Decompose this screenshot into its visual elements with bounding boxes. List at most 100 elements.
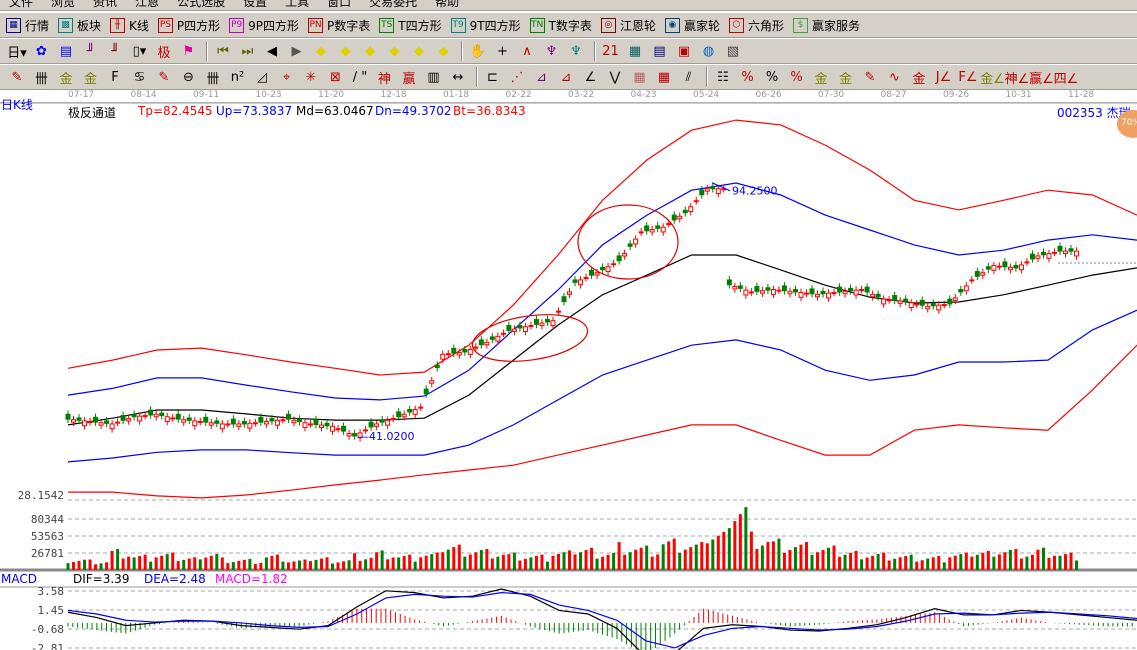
- toolbar-button[interactable]: P9 9P四方形: [229, 17, 299, 34]
- percent-line-icon[interactable]: %: [741, 69, 754, 85]
- toolbar-button[interactable]: ▩ 板块: [58, 17, 101, 34]
- prev-icon[interactable]: ◀: [267, 43, 277, 59]
- gold-circle-icon[interactable]: 金: [814, 71, 828, 87]
- extreme-icon[interactable]: 极: [157, 45, 171, 61]
- table-icon[interactable]: ☷: [717, 69, 729, 85]
- shen-angle-icon[interactable]: 神∠: [1004, 71, 1030, 87]
- menu-item[interactable]: 江恩: [135, 0, 160, 9]
- measure-icon[interactable]: ↔: [452, 69, 464, 85]
- toolbar-button[interactable]: T9 9T四方形: [450, 17, 521, 34]
- gold-split2-icon[interactable]: 金: [83, 71, 97, 87]
- calendar-icon[interactable]: 21: [602, 43, 619, 59]
- shen-icon[interactable]: 神: [377, 71, 391, 87]
- pen-line-icon[interactable]: ✎: [864, 69, 876, 85]
- spiral-icon[interactable]: ♋: [133, 69, 146, 85]
- ruler-icon[interactable]: ▥: [427, 69, 440, 85]
- candle-body: [352, 433, 358, 437]
- wave-icon[interactable]: ∿: [889, 69, 900, 85]
- gann-box2-icon[interactable]: ⊿: [560, 69, 572, 85]
- menu-item[interactable]: 浏览: [51, 0, 76, 9]
- four-angle-icon[interactable]: 四∠: [1053, 71, 1079, 87]
- toolbar-button[interactable]: ▦ 行情: [6, 17, 49, 34]
- menu-item[interactable]: 设置: [243, 0, 268, 9]
- hand-icon[interactable]: ✋: [469, 43, 487, 59]
- grid-icon[interactable]: ▦: [633, 69, 646, 85]
- triangle-icon[interactable]: ◿: [257, 69, 267, 85]
- menu-item[interactable]: 公式选股: [177, 0, 226, 9]
- pattern-icon[interactable]: ♆: [545, 43, 558, 59]
- parallel-lines-icon[interactable]: 卌: [34, 71, 48, 87]
- menu-item[interactable]: 窗口: [327, 0, 352, 9]
- toolbar-button[interactable]: ╫ K线: [110, 17, 149, 34]
- toolbar-button[interactable]: ◎ 江恩轮: [600, 17, 656, 34]
- gold-angle-icon[interactable]: 金∠: [980, 71, 1005, 87]
- web-icon[interactable]: ✳: [305, 69, 317, 85]
- ying-icon[interactable]: 赢: [402, 71, 416, 87]
- zoom-badge[interactable]: 70%: [1117, 110, 1137, 138]
- menu-item[interactable]: 资讯: [93, 0, 118, 9]
- zigzag-icon[interactable]: ⋁: [609, 69, 621, 85]
- menu-item[interactable]: 帮助: [435, 0, 460, 9]
- f-angle-icon[interactable]: F∠: [958, 69, 978, 85]
- expand-h-icon[interactable]: ◆: [365, 43, 375, 59]
- network-icon[interactable]: ◍: [702, 43, 715, 59]
- ying-angle-icon[interactable]: 赢∠: [1029, 71, 1054, 87]
- toolbar-button[interactable]: $ 赢家服务: [792, 17, 860, 34]
- n2-icon[interactable]: n²: [230, 69, 245, 85]
- menu-item[interactable]: 文件: [9, 0, 34, 9]
- candle-type-icon[interactable]: ▯▾: [132, 43, 147, 59]
- toolbar-button[interactable]: ⬡ 六角形: [728, 17, 784, 34]
- trade-icon[interactable]: ▧: [726, 43, 740, 59]
- j-angle-icon[interactable]: J∠: [935, 69, 952, 85]
- circle-cycle-icon[interactable]: ⊖: [183, 69, 194, 85]
- angle-lines-icon[interactable]: / ": [352, 69, 368, 85]
- left-diamond-icon[interactable]: ◆: [316, 43, 326, 59]
- expand-all-icon[interactable]: ◆: [414, 43, 424, 59]
- volume-bar: [705, 543, 709, 570]
- toolbar-button[interactable]: PS P四方形: [157, 17, 220, 34]
- percent-split-icon[interactable]: %: [790, 69, 803, 85]
- toolbar-button[interactable]: TS T四方形: [379, 17, 442, 34]
- first-icon[interactable]: ⏮: [217, 43, 229, 59]
- cycle-lines-icon[interactable]: 卌: [206, 71, 220, 87]
- pen-icon[interactable]: ✎: [11, 69, 23, 85]
- box-tool-icon[interactable]: ⊏: [487, 69, 498, 85]
- save-icon[interactable]: ▣: [677, 43, 691, 59]
- toolbar-button[interactable]: TN T数字表: [529, 17, 592, 34]
- notes-icon[interactable]: ▤: [59, 43, 73, 59]
- expand-v-icon[interactable]: ◆: [438, 43, 449, 59]
- report-icon[interactable]: ▤: [653, 43, 666, 59]
- next-icon[interactable]: ▶: [291, 43, 302, 59]
- chart-style-icon[interactable]: ✿: [36, 43, 47, 59]
- right-diamond-icon[interactable]: ◆: [340, 43, 351, 59]
- gann-box-icon[interactable]: ⊿: [536, 69, 547, 85]
- gold-split-icon[interactable]: 金: [59, 71, 73, 87]
- fib-icon[interactable]: F: [111, 69, 119, 85]
- fan-icon[interactable]: ⋰: [510, 69, 524, 85]
- indicator3-icon[interactable]: ╜: [86, 43, 95, 59]
- toolbar-button[interactable]: PN P数字表: [308, 17, 370, 34]
- menu-item[interactable]: 工具: [285, 0, 310, 9]
- box-web-icon[interactable]: ⊠: [330, 69, 341, 85]
- last-icon[interactable]: ⏭: [241, 43, 254, 59]
- grid2-icon[interactable]: ▦: [657, 69, 671, 85]
- gold-bar-icon[interactable]: 金: [912, 71, 926, 87]
- calculator-icon[interactable]: ▦: [628, 43, 642, 59]
- period-day-icon[interactable]: 日▾: [7, 45, 27, 61]
- marker-icon[interactable]: ✎: [158, 69, 170, 85]
- gann-fan-icon[interactable]: ∠: [584, 69, 597, 85]
- channel-icon[interactable]: ⫽: [685, 69, 692, 85]
- pattern2-icon[interactable]: ♆: [570, 43, 582, 59]
- candle-body: [633, 238, 639, 245]
- target-icon[interactable]: ⌖: [282, 69, 291, 85]
- toolbar-button[interactable]: ◉ 赢家轮: [664, 17, 720, 34]
- shrink-h-icon[interactable]: ◆: [389, 43, 400, 59]
- percent-icon[interactable]: %: [765, 69, 779, 85]
- gold-lines-icon[interactable]: 金: [838, 71, 852, 87]
- indicator9-icon[interactable]: ╜: [111, 43, 119, 59]
- line-tool-icon[interactable]: ∧: [522, 43, 532, 59]
- menu-item[interactable]: 交易委托: [369, 0, 418, 9]
- crosshair-icon[interactable]: +: [497, 43, 508, 59]
- flag-icon[interactable]: ⚑: [182, 43, 195, 59]
